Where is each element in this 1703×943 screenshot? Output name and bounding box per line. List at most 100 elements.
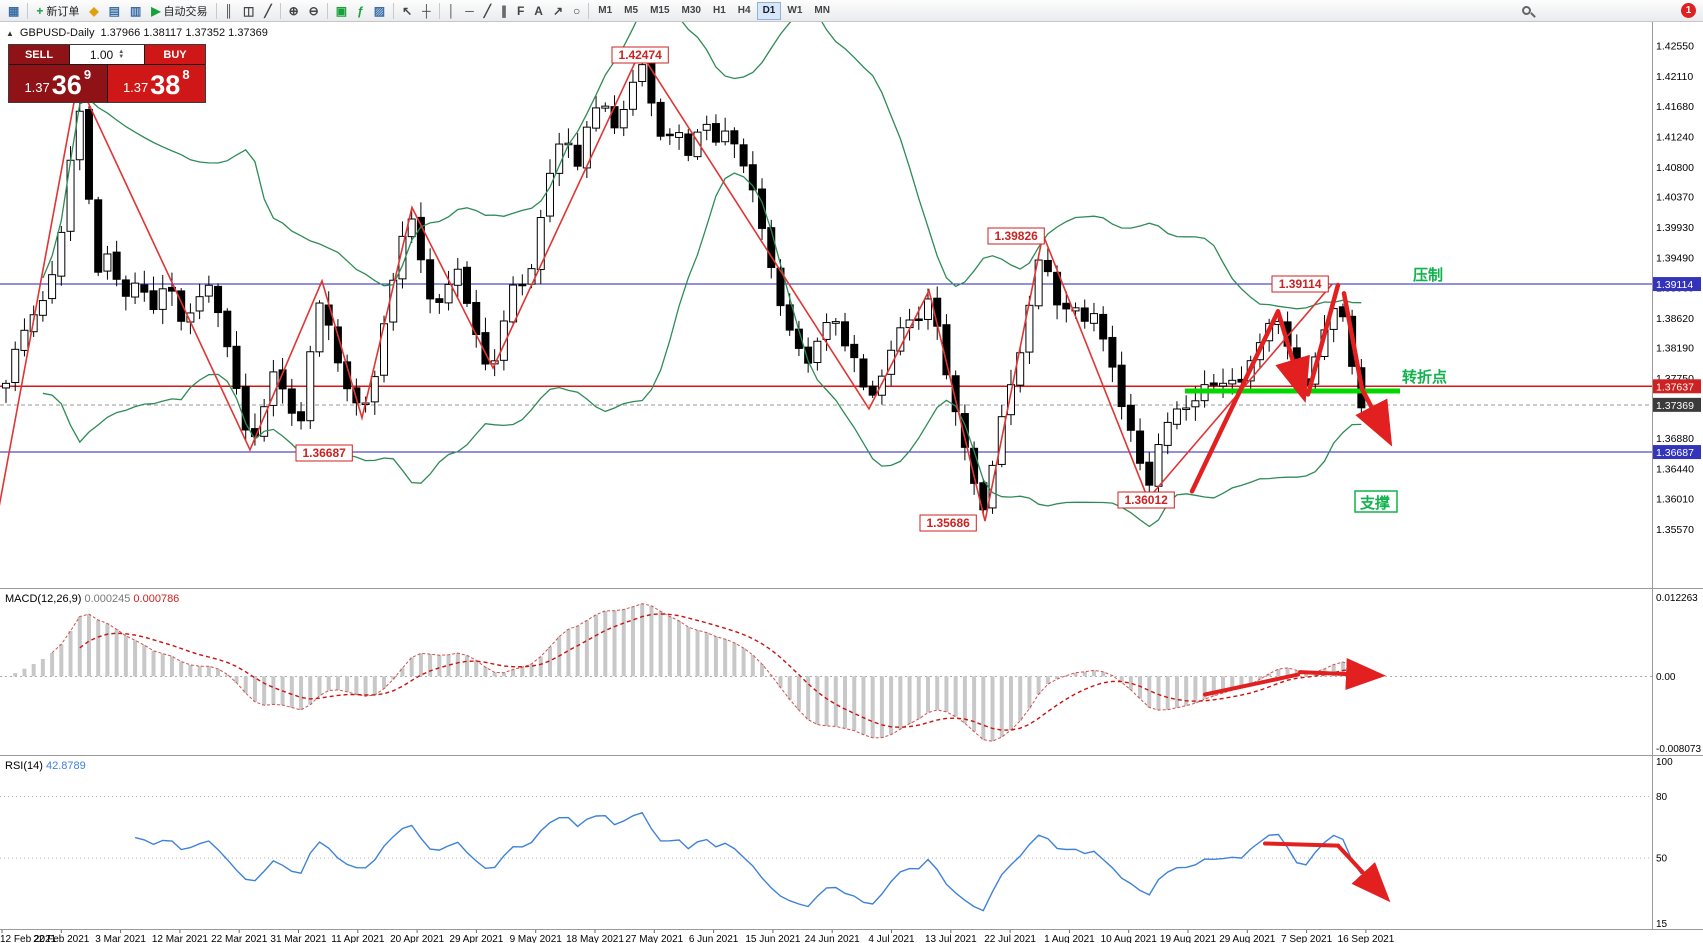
auto-trading-icon: ▶ [151, 3, 161, 18]
svg-text:15: 15 [1656, 919, 1668, 930]
toolbar-separator [588, 2, 590, 19]
svg-text:1.41680: 1.41680 [1656, 101, 1694, 113]
fibonacci-button[interactable]: F [512, 2, 529, 20]
cursor-button[interactable]: ↖ [397, 2, 417, 20]
svg-text:4 Jul 2021: 4 Jul 2021 [868, 934, 915, 943]
svg-text:100: 100 [1656, 757, 1673, 768]
svg-text:22 Mar 2021: 22 Mar 2021 [211, 934, 268, 943]
chinese-annotation: 压制 [1413, 266, 1443, 284]
cursor-icon: ↖ [402, 3, 413, 18]
arrows-tool-button[interactable]: ↗ [548, 2, 568, 20]
charts-button[interactable]: ▤ [104, 2, 125, 20]
timeframe-m15-button[interactable]: M15 [644, 2, 675, 20]
new-chart-button[interactable]: ▦ [3, 2, 24, 20]
buy-price-prefix: 1.37 [122, 80, 149, 95]
buy-price-quote[interactable]: 1.37 38 8 [107, 65, 205, 102]
candlestick-chart-button[interactable]: ◫ [238, 2, 259, 20]
timeframe-m5-button[interactable]: M5 [618, 2, 644, 20]
shapes-button[interactable]: ○ [568, 2, 585, 20]
svg-text:0.00: 0.00 [1656, 672, 1676, 683]
text-label-button[interactable]: A [529, 2, 548, 20]
collapse-panel-icon[interactable]: ▲ [6, 29, 14, 38]
trendline-button[interactable]: ╱ [479, 2, 496, 20]
crosshair-button[interactable]: ┼ [417, 2, 436, 20]
line-chart-button[interactable]: ╱ [259, 2, 276, 20]
toolbar-right-cluster: 1 [1522, 3, 1700, 18]
bar-chart-button[interactable]: ║ [220, 2, 239, 20]
timeframe-mn-button[interactable]: MN [808, 2, 836, 20]
price-axis[interactable]: 1.42550 1.42110 1.41680 1.41240 1.40800 1.403… [1653, 41, 1701, 930]
templates-icon: ▨ [373, 3, 386, 18]
new-order-button[interactable]: + 新订单 [31, 2, 84, 20]
buy-price-pip: 8 [182, 67, 190, 82]
svg-text:18 May 2021: 18 May 2021 [566, 934, 624, 943]
svg-text:1.37637: 1.37637 [1656, 381, 1694, 393]
tile-windows-button[interactable]: ▣ [331, 2, 352, 20]
vertical-line-button[interactable]: │ [443, 2, 461, 20]
svg-text:1.42550: 1.42550 [1656, 41, 1694, 53]
indicators-icon: ƒ [357, 3, 364, 18]
svg-text:27 May 2021: 27 May 2021 [625, 934, 683, 943]
new-chart-icon: ▦ [8, 3, 20, 18]
timeframe-m1-button[interactable]: M1 [592, 2, 618, 20]
volume-spin-arrows[interactable]: ▲ ▼ [118, 48, 125, 60]
equidistant-channel-button[interactable]: ∥ [496, 2, 512, 20]
sell-price-pip: 9 [83, 67, 92, 82]
tile-windows-icon: ▣ [335, 3, 348, 18]
zoom-out-button[interactable]: ⊖ [304, 2, 324, 20]
timeframe-w1-button[interactable]: W1 [781, 2, 808, 20]
svg-text:1.40800: 1.40800 [1656, 162, 1694, 174]
svg-text:29 Apr 2021: 29 Apr 2021 [449, 934, 503, 943]
annotation-arrows-layer [1189, 282, 1393, 494]
notification-badge[interactable]: 1 [1681, 3, 1696, 18]
timeframe-h1-button[interactable]: H1 [707, 2, 732, 20]
svg-text:50: 50 [1656, 853, 1668, 864]
svg-text:11 Apr 2021: 11 Apr 2021 [331, 934, 385, 943]
toolbar-separator [326, 2, 328, 19]
profiles-button[interactable]: ▥ [125, 2, 146, 20]
sell-button[interactable]: SELL [9, 45, 69, 64]
volume-down-icon[interactable]: ▼ [118, 53, 125, 60]
shapes-icon: ○ [573, 3, 581, 18]
sell-price-big: 36 [51, 70, 82, 100]
svg-text:1.42474: 1.42474 [618, 48, 662, 62]
svg-text:1.37369: 1.37369 [1656, 400, 1694, 412]
buy-button[interactable]: BUY [145, 45, 205, 64]
sell-price-quote[interactable]: 1.37 36 9 [9, 65, 107, 102]
price-callout: 1.39826 [987, 227, 1045, 245]
timeframe-m30-button[interactable]: M30 [676, 2, 707, 20]
auto-trading-button[interactable]: ▶ 自动交易 [146, 2, 212, 20]
indicators-button[interactable]: ƒ [352, 2, 369, 20]
sell-price-prefix: 1.37 [24, 80, 50, 95]
horizontal-line-button[interactable]: ─ [460, 2, 479, 20]
svg-text:1.39490: 1.39490 [1656, 253, 1694, 265]
volume-up-icon[interactable]: ▲ [118, 48, 125, 55]
svg-text:1.39114: 1.39114 [1656, 279, 1693, 291]
zoom-in-button[interactable]: ⊕ [284, 2, 304, 20]
svg-text:1.36010: 1.36010 [1656, 493, 1694, 505]
market-button[interactable]: ◆ [84, 2, 103, 20]
rsi-pane: RSI(14) 42.8789 [0, 760, 1652, 912]
timeframe-d1-button[interactable]: D1 [756, 1, 782, 20]
templates-button[interactable]: ▨ [369, 2, 390, 20]
svg-text:1.36012: 1.36012 [1124, 493, 1168, 507]
timeframe-h4-button[interactable]: H4 [732, 2, 757, 20]
volume-stepper[interactable]: 1.00 ▲ ▼ [70, 45, 144, 64]
svg-text:13 Jul 2021: 13 Jul 2021 [925, 934, 977, 943]
fibonacci-icon: F [516, 3, 525, 18]
svg-text:24 Jun 2021: 24 Jun 2021 [805, 934, 860, 943]
svg-text:16 Sep 2021: 16 Sep 2021 [1338, 934, 1395, 943]
zoom-in-icon: ⊕ [288, 3, 299, 18]
new-order-icon: + [36, 3, 44, 18]
svg-text:1.40370: 1.40370 [1656, 192, 1694, 204]
toolbar-separator [393, 2, 395, 19]
svg-text:80: 80 [1656, 792, 1668, 803]
volume-value[interactable]: 1.00 [89, 47, 114, 62]
price-chart[interactable]: 1.42474 1.39826 1.39114 1.36687 1.36012 1.356… [0, 22, 1703, 943]
profiles-icon: ▥ [129, 3, 142, 18]
search-icon[interactable] [1522, 6, 1531, 15]
svg-text:12 Mar 2021: 12 Mar 2021 [152, 934, 209, 943]
svg-text:22 Feb 2021: 22 Feb 2021 [33, 934, 90, 943]
svg-text:15 Jun 2021: 15 Jun 2021 [745, 934, 800, 943]
